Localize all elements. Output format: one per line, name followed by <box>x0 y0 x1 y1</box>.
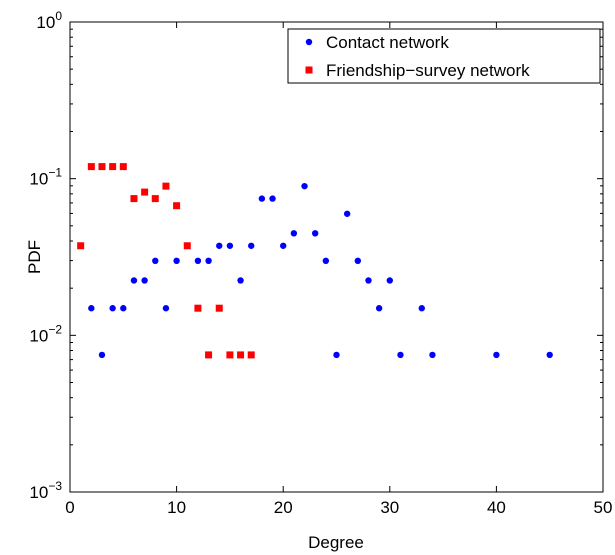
data-point-square <box>162 182 170 190</box>
x-tick-label: 50 <box>594 498 613 517</box>
data-point-square <box>130 195 138 203</box>
legend: Contact network Friendship−survey networ… <box>287 28 601 84</box>
x-axis: 0 10 20 30 40 50 <box>65 22 612 517</box>
data-point-circle <box>173 257 180 265</box>
data-series <box>77 163 553 359</box>
data-point-circle <box>216 242 223 249</box>
data-point-circle <box>237 277 244 284</box>
data-point-square <box>215 304 223 312</box>
data-point-square <box>77 242 85 250</box>
legend-marker-contact-network <box>305 38 313 46</box>
data-point-square <box>226 351 234 359</box>
data-point-square <box>183 242 191 250</box>
data-point-square <box>237 351 245 359</box>
data-point-circle <box>322 257 330 265</box>
data-point-circle <box>301 182 308 190</box>
data-point-circle <box>269 195 276 202</box>
data-point-circle <box>109 305 116 312</box>
data-point-circle <box>375 305 383 312</box>
series-1 <box>77 163 255 359</box>
data-point-circle <box>333 351 340 359</box>
legend-box <box>287 28 601 84</box>
y-tick-base: 10 <box>29 170 48 189</box>
data-point-square <box>98 163 106 171</box>
data-point-circle <box>354 257 362 265</box>
data-point-square <box>247 351 255 359</box>
data-point-square <box>87 163 95 171</box>
data-point-circle <box>280 242 287 249</box>
y-tick-label: 10−2 <box>29 322 62 345</box>
y-tick-exponent: −2 <box>48 322 62 336</box>
plot-area <box>69 21 604 493</box>
legend-marker-friendship-survey-network <box>305 66 313 74</box>
data-point-circle <box>397 351 404 359</box>
data-point-circle <box>162 305 170 312</box>
y-tick-exponent: 0 <box>55 9 62 23</box>
data-point-square <box>109 163 117 171</box>
series-0 <box>88 182 553 359</box>
y-tick-label: 100 <box>36 9 62 32</box>
data-point-circle <box>205 257 212 265</box>
legend-label-friendship-survey-network: Friendship−survey network <box>326 61 530 80</box>
y-tick-label: 10−3 <box>29 479 62 502</box>
data-point-circle <box>290 230 298 237</box>
y-tick-base: 10 <box>29 326 48 345</box>
data-point-square <box>194 304 202 312</box>
data-point-circle <box>152 257 159 265</box>
data-point-square <box>119 163 127 171</box>
data-point-circle <box>194 257 202 265</box>
data-point-circle <box>88 305 95 312</box>
legend-label-contact-network: Contact network <box>326 33 449 52</box>
x-tick-label: 0 <box>65 498 74 517</box>
data-point-square <box>205 351 213 359</box>
data-point-circle <box>248 242 255 249</box>
data-point-circle <box>120 305 127 312</box>
data-point-circle <box>311 230 319 237</box>
y-axis-title: PDF <box>25 240 44 274</box>
data-point-circle <box>98 351 106 359</box>
data-point-circle <box>343 210 351 217</box>
x-axis-title: Degree <box>308 533 364 552</box>
data-point-circle <box>226 242 234 249</box>
x-tick-label: 30 <box>380 498 399 517</box>
data-point-square <box>173 202 181 210</box>
x-tick-label: 20 <box>274 498 293 517</box>
data-point-circle <box>493 351 500 359</box>
data-point-circle <box>365 277 372 284</box>
data-point-circle <box>429 351 436 359</box>
x-tick-label: 10 <box>167 498 186 517</box>
data-point-circle <box>141 277 148 284</box>
data-point-square <box>151 195 159 203</box>
y-tick-label: 10−1 <box>29 166 62 189</box>
x-tick-label: 40 <box>487 498 506 517</box>
y-tick-base: 10 <box>36 13 55 32</box>
data-point-circle <box>130 277 138 284</box>
data-point-circle <box>386 277 393 284</box>
data-point-square <box>141 188 149 196</box>
y-tick-exponent: −1 <box>48 166 62 180</box>
y-tick-exponent: −3 <box>48 479 62 493</box>
data-point-circle <box>418 305 425 312</box>
data-point-circle <box>546 351 553 359</box>
y-tick-base: 10 <box>29 483 48 502</box>
data-point-circle <box>258 195 266 202</box>
